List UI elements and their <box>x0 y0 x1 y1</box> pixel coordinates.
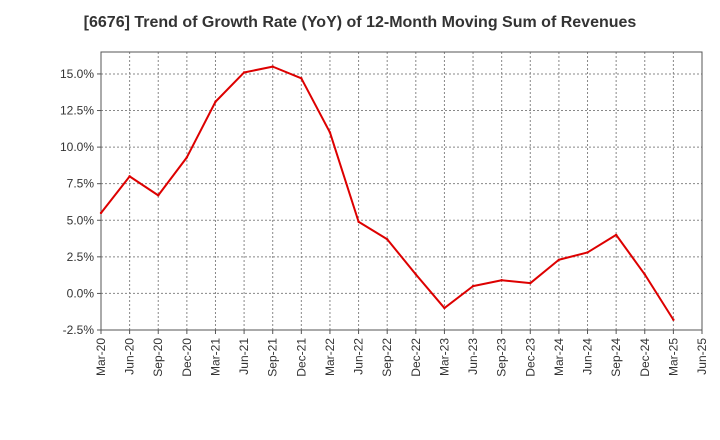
x-tick-label: Jun-24 <box>581 338 595 375</box>
y-tick-label: 10.0% <box>60 140 94 154</box>
y-tick-label: 15.0% <box>60 67 94 81</box>
data-point <box>157 194 160 197</box>
x-tick-label: Mar-22 <box>323 338 337 376</box>
y-tick-label: 5.0% <box>67 213 95 227</box>
x-tick-label: Mar-25 <box>666 338 680 376</box>
x-tick-label: Jun-21 <box>237 338 251 375</box>
y-tick-label: 2.5% <box>67 250 95 264</box>
x-tick-label: Jun-22 <box>352 338 366 375</box>
x-tick-label: Sep-22 <box>380 338 394 377</box>
data-point <box>614 233 618 237</box>
x-tick-label: Dec-23 <box>523 338 537 377</box>
data-point <box>214 100 217 103</box>
data-point <box>185 156 189 159</box>
y-tick-label: 0.0% <box>67 286 95 300</box>
x-tick-label: Dec-21 <box>294 338 308 377</box>
data-point <box>586 251 589 254</box>
y-tick-label: 7.5% <box>67 177 95 191</box>
x-tick-label: Mar-24 <box>552 338 566 376</box>
data-point <box>529 281 532 285</box>
data-point <box>128 175 131 178</box>
data-point <box>357 220 360 223</box>
x-tick-label: Dec-22 <box>409 338 423 377</box>
data-point <box>328 131 332 134</box>
data-point <box>672 318 675 321</box>
y-tick-label: 12.5% <box>60 104 94 118</box>
x-tick-label: Mar-20 <box>94 338 108 376</box>
plot-area-frame <box>100 51 703 331</box>
chart-title: [6676] Trend of Growth Rate (YoY) of 12-… <box>83 14 637 31</box>
x-tick-label: Mar-21 <box>208 338 222 376</box>
data-point <box>500 279 503 282</box>
data-point <box>471 284 475 288</box>
data-point <box>557 258 561 261</box>
x-tick-label: Dec-24 <box>638 338 652 377</box>
series-layer <box>99 65 675 321</box>
x-tick-label: Jun-20 <box>123 338 137 375</box>
data-point <box>300 77 303 80</box>
data-point <box>443 306 446 310</box>
x-tick-label: Sep-23 <box>495 338 509 377</box>
x-tick-label: Dec-20 <box>180 338 194 377</box>
x-tick-label: Jun-23 <box>466 338 480 375</box>
data-point <box>271 65 274 68</box>
data-point <box>414 273 418 276</box>
grid-layer <box>100 52 703 331</box>
x-tick-label: Sep-20 <box>151 338 165 377</box>
x-tick-label: Sep-24 <box>609 338 623 377</box>
axis-layer: Mar-20 Jun-20 Sep-20 Dec-20 Mar-21 Jun-21 Sep-… <box>60 67 709 377</box>
x-tick-label: Mar-23 <box>437 338 451 376</box>
x-tick-label: Jun-25 <box>695 338 709 375</box>
data-point <box>385 238 389 241</box>
data-point <box>643 273 646 276</box>
x-tick-label: Sep-21 <box>266 338 280 377</box>
y-tick-label: -2.5% <box>63 323 95 337</box>
data-point <box>242 71 246 74</box>
data-point <box>99 211 103 215</box>
